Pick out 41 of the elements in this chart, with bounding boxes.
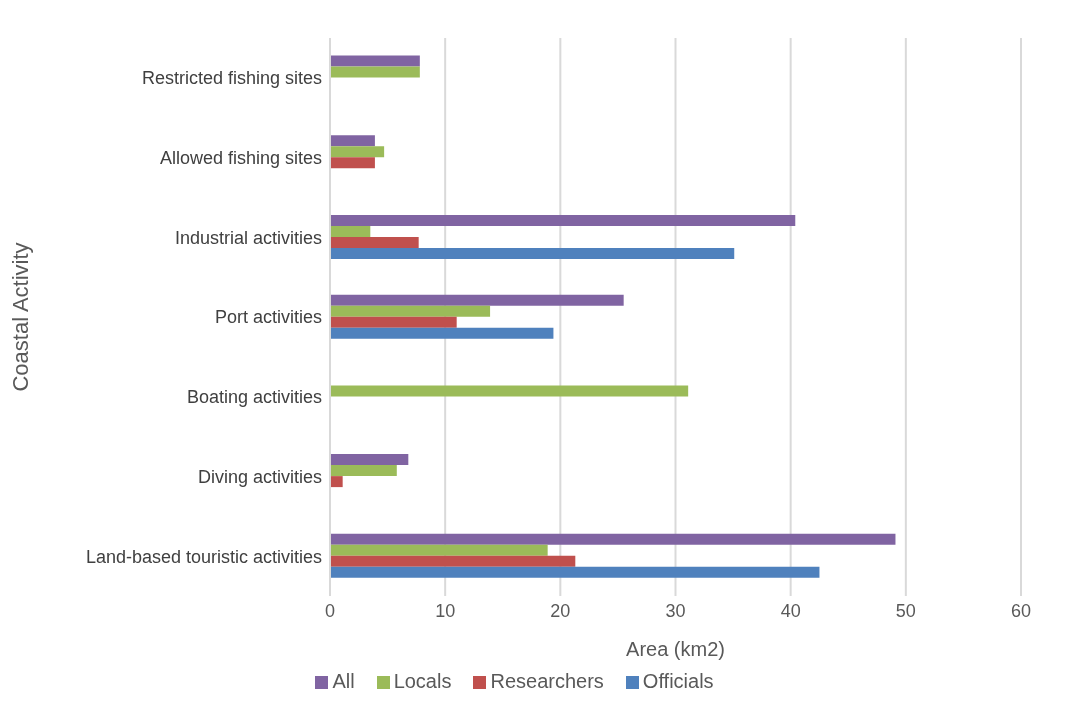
x-axis-title: Area (km2) [626, 638, 725, 660]
legend-label: Officials [642, 670, 714, 692]
bar [330, 66, 420, 78]
y-tick-label: Industrial activities [174, 227, 322, 248]
bar [330, 454, 409, 466]
bar [330, 247, 735, 259]
y-tick-label: Port activities [214, 307, 322, 328]
bar [330, 214, 796, 226]
bar [330, 157, 375, 169]
y-tick-label: Boating activities [186, 387, 322, 408]
bar [330, 544, 548, 556]
x-tick-label: 20 [550, 600, 571, 621]
bar [330, 135, 375, 147]
bar [330, 146, 385, 158]
y-tick-label: Restricted fishing sites [141, 68, 322, 89]
bar [330, 476, 343, 488]
bar [330, 566, 820, 578]
x-tick-label: 10 [435, 600, 456, 621]
y-tick-label: Allowed fishing sites [159, 147, 322, 168]
x-tick-label: 0 [324, 600, 336, 621]
bar [330, 327, 554, 339]
y-tick-label: Diving activities [197, 466, 322, 487]
bar [330, 55, 420, 67]
legend-label: Locals [393, 670, 452, 692]
x-tick-label: 40 [780, 600, 801, 621]
y-tick-label: Land-based touristic activities [85, 546, 322, 567]
bar [330, 225, 371, 237]
bar [330, 236, 419, 248]
bar [330, 533, 896, 545]
x-tick-label: 60 [1010, 600, 1032, 621]
x-tick-label: 50 [895, 600, 916, 621]
legend-label: Researchers [490, 670, 604, 692]
bar [330, 555, 576, 567]
bar [330, 294, 624, 306]
x-tick-label: 30 [665, 600, 686, 621]
bar [330, 465, 397, 477]
bar [330, 316, 457, 328]
bar [330, 305, 491, 317]
bar [330, 385, 689, 397]
legend-label: All [332, 670, 355, 692]
y-axis-title: Coastal Activity [7, 242, 33, 392]
